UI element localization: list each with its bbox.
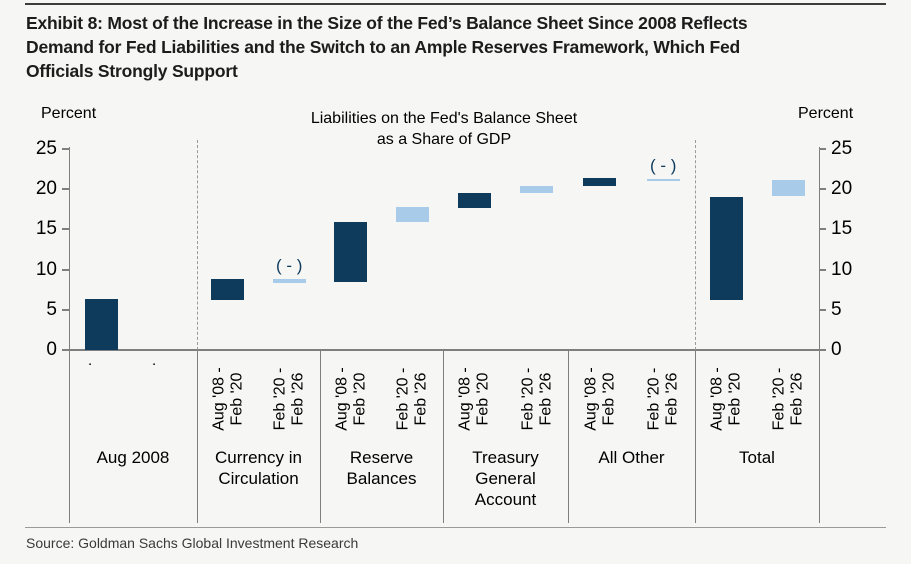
bar-treasury-general-account-feb20_feb26 [520, 185, 554, 194]
y-tick-label-right: 10 [831, 258, 853, 280]
y-tick-right [819, 268, 826, 271]
x-tick-label: Feb '20 - Feb '26 [394, 367, 430, 431]
x-tick-label: Aug '08 - Feb '20 [210, 367, 245, 431]
y-tick-left [62, 148, 69, 150]
y-tick-left [62, 188, 69, 191]
source-divider [25, 527, 886, 528]
bar-all-other-feb20_feb26 [646, 178, 680, 181]
group-divider [443, 351, 444, 523]
y-tick-right [819, 188, 826, 191]
group-divider [695, 351, 696, 523]
exhibit-title-line: Demand for Fed Liabilities and the Switc… [26, 37, 741, 57]
exhibit-title-line: Officials Strongly Support [26, 61, 238, 81]
y-axis-left [69, 147, 70, 523]
y-tick-label-left: 20 [35, 178, 57, 200]
x-tick-label: Aug '08 - Feb '20 [333, 367, 368, 431]
bar-aug-2008-aug08_feb20 [84, 299, 118, 350]
x-tick-label: Feb '20 - Feb '26 [770, 367, 806, 431]
group-divider-dashed [695, 140, 696, 350]
y-tick-right [819, 148, 826, 150]
left-axis-unit-label: Percent [41, 105, 97, 122]
chart-title-line: as a Share of GDP [376, 131, 512, 148]
y-tick-left [62, 228, 69, 231]
y-tick-label-right: 5 [831, 298, 842, 320]
group-divider [320, 351, 321, 523]
chart-title-line: Liabilities on the Fed's Balance Sheet [310, 110, 578, 127]
x-tick-label: Feb '20 - Feb '26 [271, 367, 307, 431]
y-tick-label-left: 10 [35, 258, 57, 280]
group-label-treasury-general-account: Treasury General Account [472, 448, 539, 509]
group-label-total: Total [739, 448, 775, 467]
y-tick-label-left: 0 [46, 339, 57, 360]
y-tick-label-right: 15 [831, 218, 853, 240]
group-label-reserve-balances: Reserve Balances [346, 448, 417, 488]
group-label-all-other: All Other [598, 448, 665, 467]
y-tick-right [819, 308, 826, 311]
x-tick-label: Aug '08 - Feb '20 [708, 367, 744, 431]
y-tick-label-right: 20 [831, 178, 853, 200]
group-label-currency-in-circulation: Currency in Circulation [215, 448, 302, 488]
y-tick-label-right: 25 [831, 138, 853, 159]
group-divider [197, 351, 198, 523]
bar-all-other-aug08_feb20 [583, 177, 617, 186]
y-tick-label-right: 0 [831, 339, 842, 360]
y-tick-left [62, 308, 69, 311]
y-tick-label-left: 5 [46, 298, 57, 320]
y-axis-right [819, 147, 820, 523]
x-tick-label: Feb '20 - Feb '26 [519, 367, 554, 431]
y-tick-label-left: 25 [35, 138, 57, 159]
bar-total-feb20_feb26 [771, 180, 805, 196]
y-tick-left [62, 349, 69, 351]
x-axis-baseline [69, 349, 819, 351]
y-tick-label-left: 15 [35, 218, 57, 240]
right-axis-unit-label: Percent [798, 105, 854, 122]
negative-change-marker: ( - ) [276, 256, 303, 276]
x-tick-label-dot: . [152, 352, 157, 369]
negative-change-marker: ( - ) [650, 155, 677, 175]
chart-title: Liabilities on the Fed's Balance Sheet a… [244, 108, 644, 150]
bar-currency-in-circulation-feb20_feb26 [272, 279, 306, 284]
x-tick-label: Feb '20 - Feb '26 [645, 367, 681, 431]
group-divider-dashed [197, 140, 198, 350]
y-tick-left [62, 268, 69, 271]
y-tick-right [819, 349, 826, 351]
group-label-aug-2008: Aug 2008 [96, 448, 170, 467]
bar-currency-in-circulation-aug08_feb20 [211, 279, 245, 301]
top-divider [25, 3, 886, 5]
y-tick-right [819, 228, 826, 231]
exhibit-title: Exhibit 8: Most of the Increase in the S… [26, 11, 748, 83]
bar-reserve-balances-aug08_feb20 [334, 222, 368, 283]
x-tick-label: Aug '08 - Feb '20 [456, 367, 492, 431]
bar-reserve-balances-feb20_feb26 [395, 206, 429, 223]
x-tick-label: Aug '08 - Feb '20 [582, 367, 617, 431]
group-divider [568, 351, 569, 523]
bar-total-aug08_feb20 [709, 197, 743, 301]
bar-treasury-general-account-aug08_feb20 [457, 193, 491, 208]
exhibit-title-line: Exhibit 8: Most of the Increase in the S… [26, 13, 748, 33]
source-note: Source: Goldman Sachs Global Investment … [26, 535, 359, 551]
x-tick-label-dot: . [88, 352, 93, 369]
